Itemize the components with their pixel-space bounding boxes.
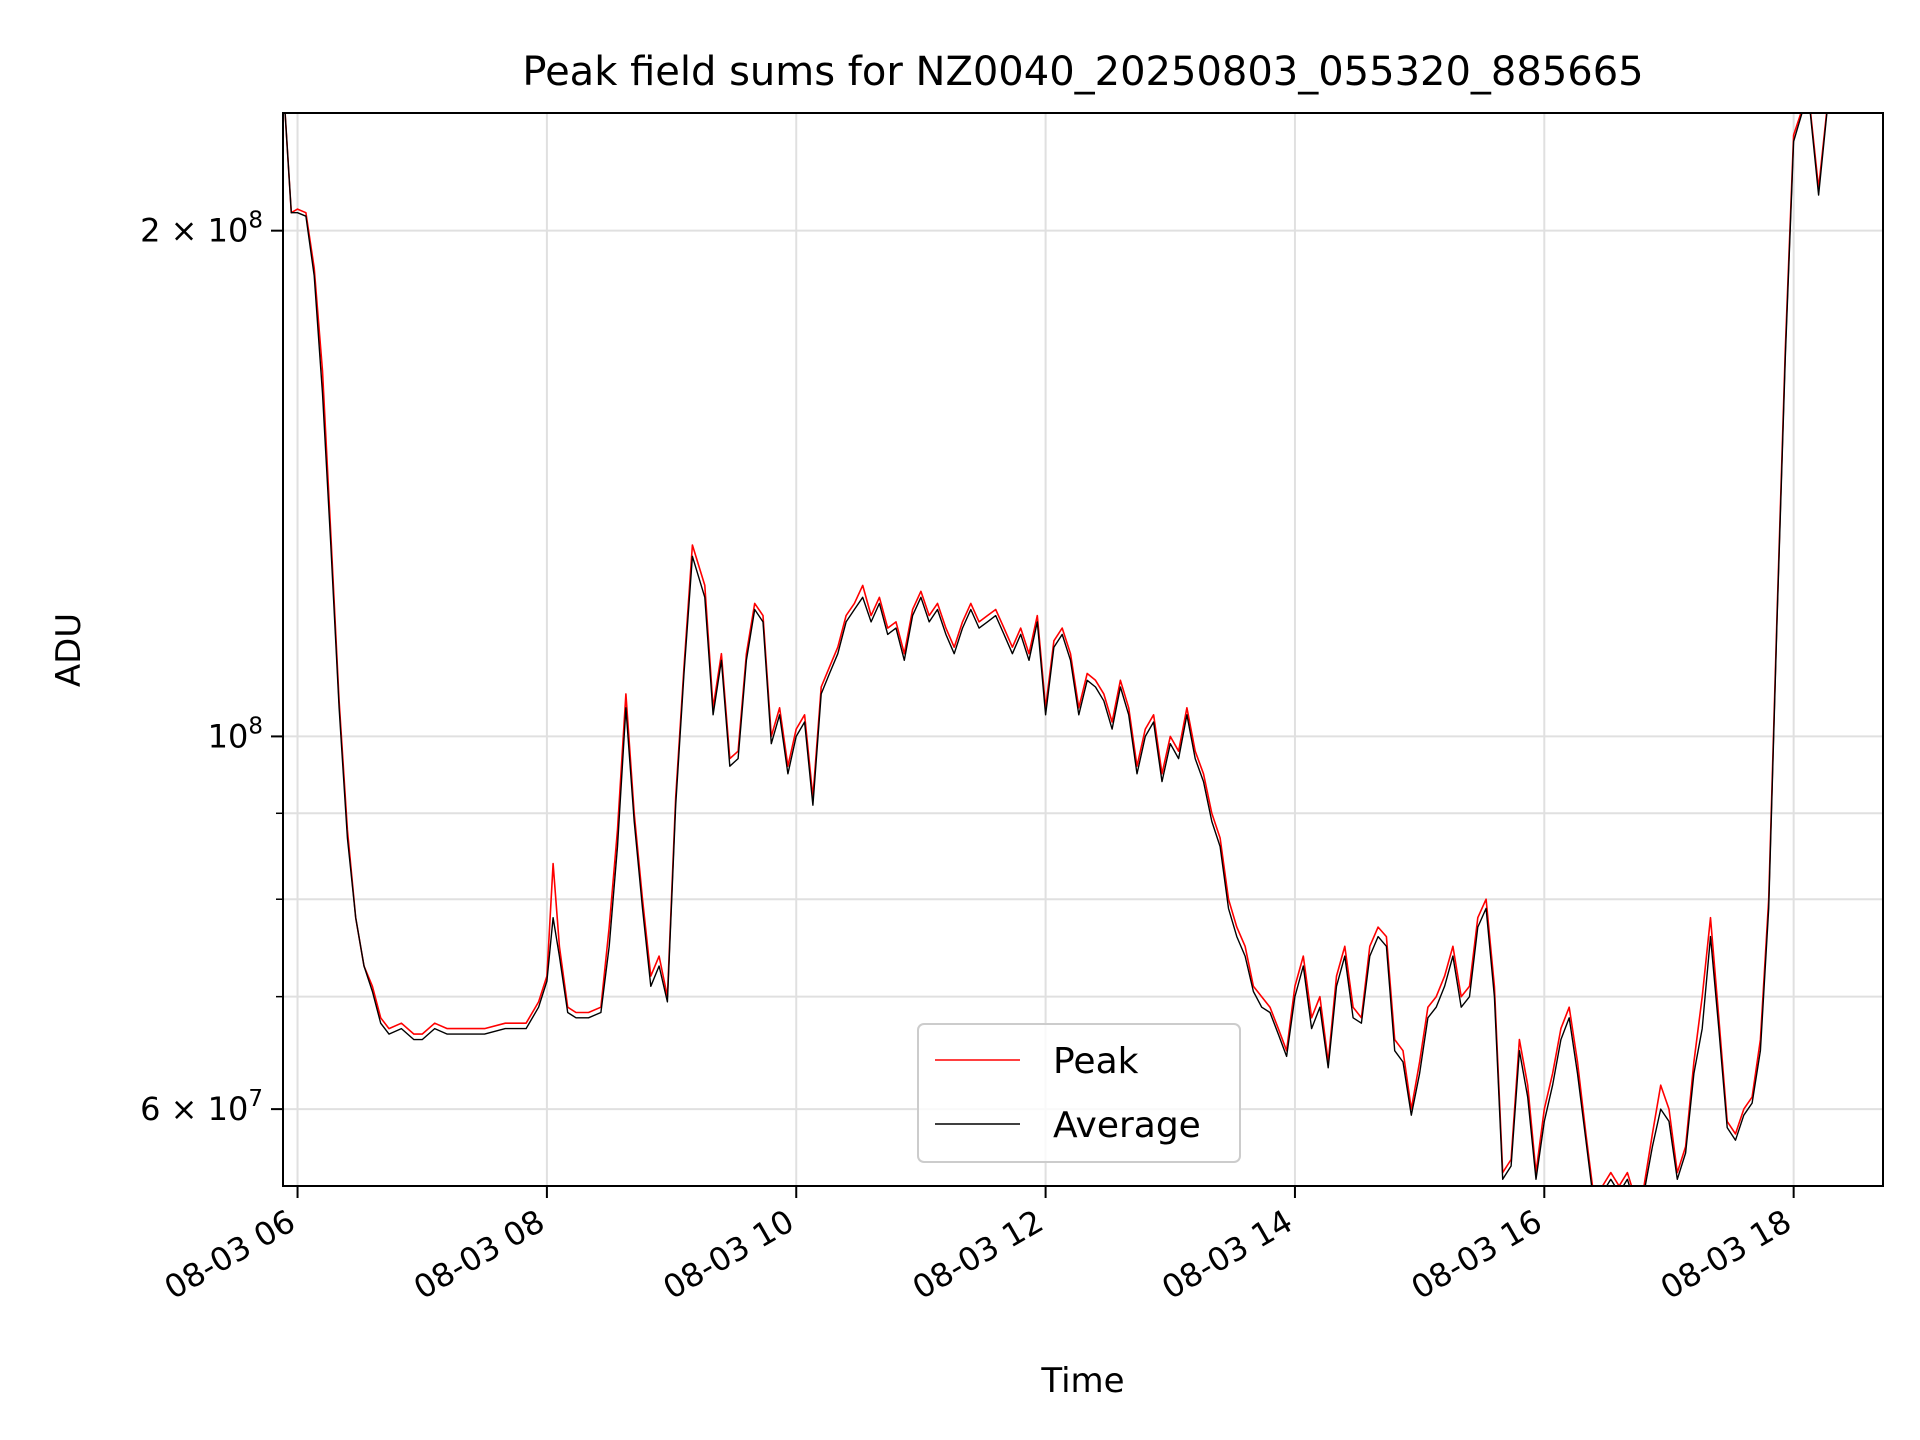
series-line-average [284, 113, 1828, 1186]
y-axis-label: ADU [49, 613, 89, 687]
x-axis-label: Time [1040, 1361, 1124, 1401]
y-tick-label: 2 × 108 [140, 208, 263, 250]
chart-title: Peak field sums for NZ0040_20250803_0553… [522, 49, 1643, 95]
series-layer [284, 113, 1828, 1186]
legend-label-average: Average [1053, 1105, 1201, 1146]
legend-label-peak: Peak [1053, 1041, 1139, 1082]
series-line-peak [284, 113, 1828, 1186]
plot-frame [282, 112, 1884, 1187]
legend: Peak Average [917, 1023, 1241, 1163]
y-tick-label: 6 × 107 [140, 1086, 263, 1128]
legend-box [917, 1023, 1241, 1163]
